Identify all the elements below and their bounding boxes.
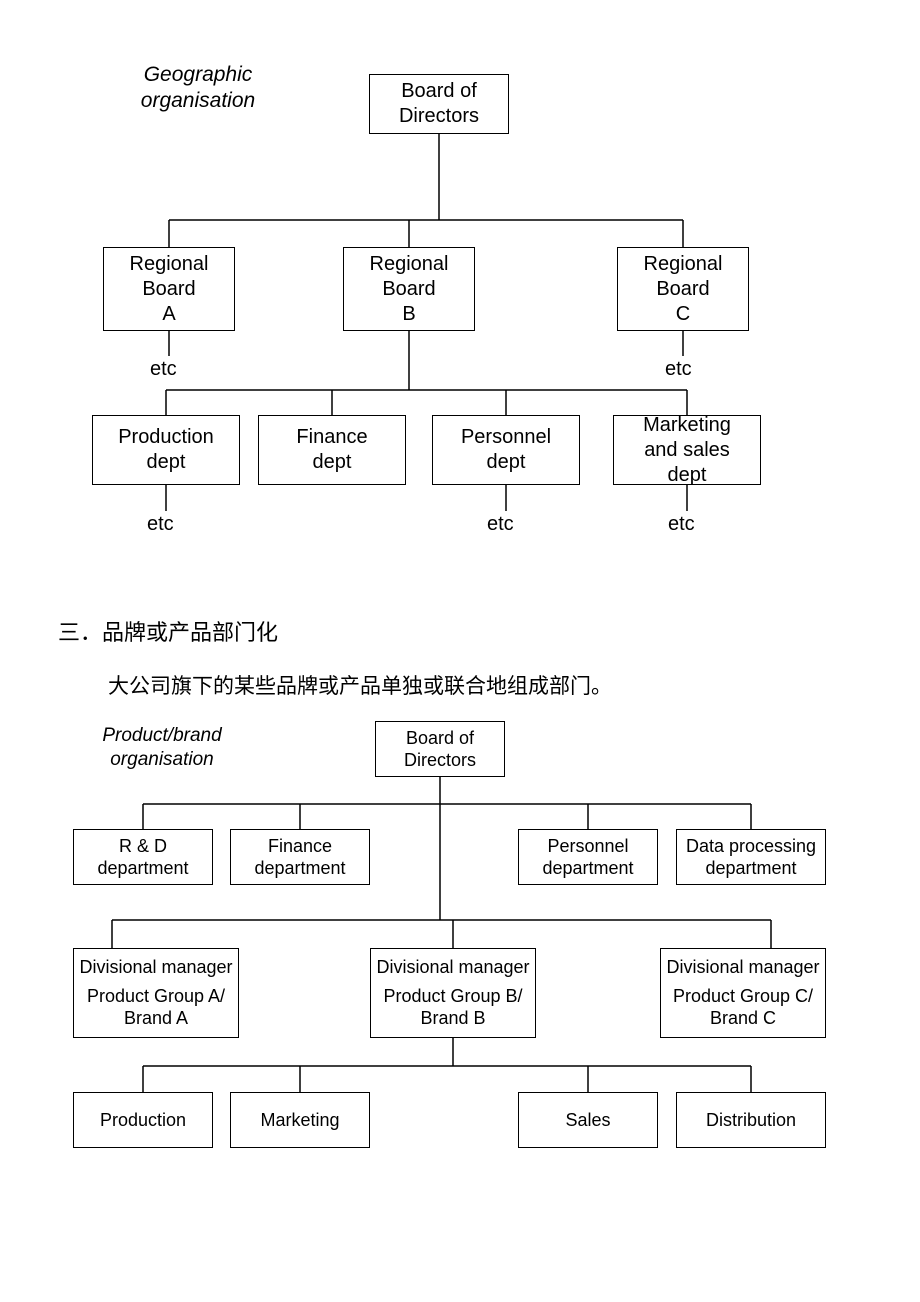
org-node: Personneldepartment [518, 829, 658, 885]
org-node: Divisional managerProduct Group B/Brand … [370, 948, 536, 1038]
org-node: Divisional managerProduct Group A/Brand … [73, 948, 239, 1038]
org-node: Distribution [676, 1092, 826, 1148]
org-node: R & Ddepartment [73, 829, 213, 885]
org-node: Marketing [230, 1092, 370, 1148]
org-node: Sales [518, 1092, 658, 1148]
org-node: Production [73, 1092, 213, 1148]
org-node: Divisional managerProduct Group C/Brand … [660, 948, 826, 1038]
org-node: Financedepartment [230, 829, 370, 885]
org-node: Board ofDirectors [375, 721, 505, 777]
org-node: Data processingdepartment [676, 829, 826, 885]
